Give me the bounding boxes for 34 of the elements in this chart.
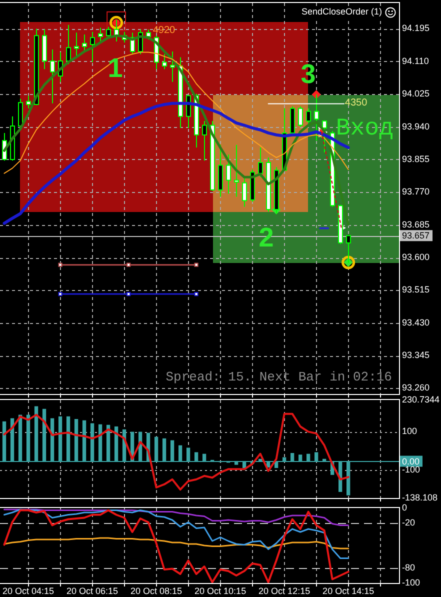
- y-tick-label: 0: [402, 502, 408, 512]
- y-tick-label: -80: [402, 562, 416, 572]
- y-tick-label: 94.025: [402, 88, 430, 99]
- y-tick-label: 93.685: [402, 219, 430, 230]
- x-tick-label: 20 Oct 08:15: [130, 586, 182, 596]
- annotation: 3: [300, 58, 316, 89]
- y-tick-label: 93.600: [402, 252, 430, 262]
- y2-tick-label: 100: [402, 426, 418, 436]
- y-tick-label: 93.260: [402, 382, 430, 393]
- y-tick-label: 93.515: [402, 284, 430, 295]
- ref-line-label: 0.00: [402, 456, 420, 466]
- y-tick-label: 93.855: [402, 154, 430, 164]
- y-tick-label: 93.345: [402, 350, 430, 360]
- y-tick-label: 94.195: [402, 23, 430, 34]
- y-tick-label: 93.940: [402, 121, 430, 132]
- annotation: 4920: [152, 24, 176, 36]
- y-tick-label: 230.7344: [402, 394, 440, 404]
- x-tick-label: 20 Oct 14:15: [322, 586, 374, 596]
- annotation: Вход: [336, 116, 394, 143]
- y-tick-label: -100: [402, 577, 420, 588]
- x-tick-label: 20 Oct 12:15: [258, 586, 310, 596]
- annotation: 4350: [344, 97, 368, 108]
- y-tick-label: 94.110: [402, 56, 429, 66]
- y-tick-label: 93.430: [402, 317, 430, 328]
- x-tick-label: 20 Oct 06:15: [66, 586, 118, 596]
- x-tick-label: 20 Oct 10:15: [194, 586, 246, 596]
- annotation: 1: [108, 53, 123, 84]
- x-tick-label: 20 Oct 04:15: [2, 586, 54, 596]
- y-tick-label: -138.108: [402, 492, 438, 502]
- annotation: SendCloseOrder (1): [301, 6, 382, 16]
- annotation: Spread: 15. Next Bar in 02:16: [166, 369, 392, 384]
- y-tick-label: 93.770: [402, 186, 430, 197]
- y-tick-label: -20: [402, 517, 416, 528]
- ref-line-label: 93.657: [402, 230, 430, 241]
